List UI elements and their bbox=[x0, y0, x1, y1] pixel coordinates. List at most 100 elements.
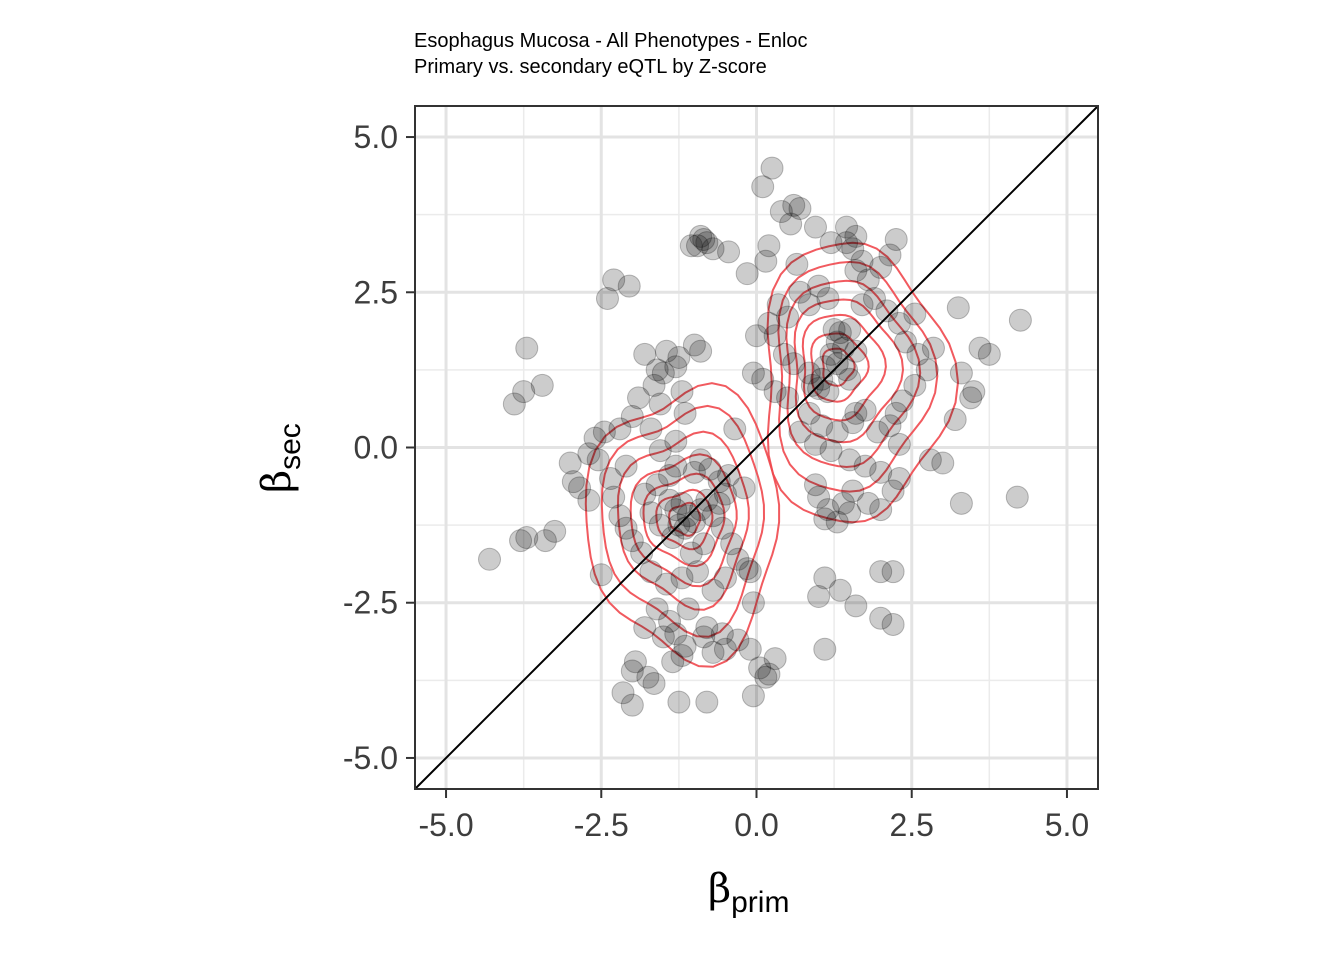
y-tick-label: 5.0 bbox=[354, 119, 398, 155]
data-point bbox=[782, 352, 806, 376]
x-axis-title: βprim bbox=[708, 866, 789, 919]
data-point bbox=[701, 640, 725, 664]
data-point bbox=[866, 420, 890, 444]
density-contour bbox=[616, 430, 750, 611]
data-point bbox=[850, 293, 874, 317]
data-point bbox=[763, 324, 787, 348]
data-point bbox=[813, 637, 837, 661]
data-point bbox=[707, 491, 731, 515]
data-point bbox=[838, 367, 862, 391]
data-point bbox=[701, 504, 725, 528]
data-point bbox=[835, 358, 859, 382]
data-point bbox=[670, 644, 694, 668]
data-point bbox=[617, 274, 641, 298]
data-point bbox=[620, 529, 644, 553]
axes: -5.0 -2.5 0.0 2.5 5.0 -5.0 -2.5 0.0 2.5 5.0 bbox=[343, 119, 1089, 843]
data-point bbox=[819, 231, 843, 255]
data-point bbox=[645, 358, 669, 382]
data-point bbox=[627, 386, 651, 410]
data-point bbox=[844, 259, 868, 283]
data-point bbox=[738, 560, 762, 584]
density-contour bbox=[600, 404, 766, 638]
data-point bbox=[959, 386, 983, 410]
data-point bbox=[903, 302, 927, 326]
data-point bbox=[894, 330, 918, 354]
density-contour bbox=[668, 501, 702, 537]
data-point bbox=[620, 404, 644, 428]
data-point bbox=[682, 333, 706, 357]
data-point bbox=[760, 156, 784, 180]
data-point bbox=[667, 345, 691, 369]
data-point bbox=[931, 451, 955, 475]
data-point bbox=[797, 401, 821, 425]
data-point bbox=[648, 513, 672, 537]
y-axis-title-group: βsec bbox=[254, 423, 307, 493]
data-point bbox=[568, 476, 592, 500]
density-contour bbox=[655, 488, 714, 551]
data-point bbox=[869, 606, 893, 630]
data-point bbox=[515, 526, 539, 550]
data-point bbox=[713, 566, 737, 590]
x-axis-symbol: β bbox=[708, 866, 731, 912]
data-point bbox=[776, 305, 800, 329]
data-point bbox=[835, 215, 859, 239]
data-point bbox=[502, 392, 526, 416]
data-point bbox=[819, 439, 843, 463]
data-point bbox=[561, 470, 585, 494]
density-contour bbox=[584, 382, 781, 668]
data-point bbox=[608, 417, 632, 441]
y-tick-label: 0.0 bbox=[354, 430, 398, 466]
data-point bbox=[856, 491, 880, 515]
data-point bbox=[828, 321, 852, 345]
data-point bbox=[822, 318, 846, 342]
data-point bbox=[841, 411, 865, 435]
data-point bbox=[785, 252, 809, 276]
data-point bbox=[670, 380, 694, 404]
data-point bbox=[807, 377, 831, 401]
data-point bbox=[807, 585, 831, 609]
data-point bbox=[654, 572, 678, 596]
density-contour bbox=[766, 241, 960, 524]
data-point bbox=[943, 408, 967, 432]
data-point bbox=[838, 318, 862, 342]
data-point bbox=[825, 330, 849, 354]
data-point bbox=[692, 625, 716, 649]
data-point bbox=[586, 448, 610, 472]
y-axis-subscript: sec bbox=[274, 423, 307, 470]
data-point bbox=[856, 268, 880, 292]
data-point bbox=[620, 659, 644, 683]
data-point bbox=[869, 498, 893, 522]
data-point bbox=[512, 380, 536, 404]
data-point bbox=[962, 380, 986, 404]
data-point bbox=[788, 196, 812, 220]
data-point bbox=[881, 560, 905, 584]
data-point bbox=[686, 234, 710, 258]
data-point bbox=[816, 498, 840, 522]
data-point bbox=[679, 234, 703, 258]
data-point bbox=[608, 504, 632, 528]
data-point bbox=[673, 401, 697, 425]
data-point bbox=[689, 448, 713, 472]
data-point bbox=[853, 398, 877, 422]
data-point bbox=[664, 429, 688, 453]
data-point bbox=[887, 311, 911, 335]
data-point bbox=[751, 175, 775, 199]
data-point bbox=[642, 373, 666, 397]
density-contour bbox=[793, 298, 905, 444]
data-point bbox=[633, 342, 657, 366]
data-point bbox=[654, 339, 678, 363]
data-point bbox=[841, 479, 865, 503]
x-tick-label: -5.0 bbox=[418, 807, 473, 843]
data-point bbox=[478, 547, 502, 571]
data-point bbox=[850, 249, 874, 273]
density-contour bbox=[821, 347, 856, 387]
data-point bbox=[633, 616, 657, 640]
data-point bbox=[800, 373, 824, 397]
data-point bbox=[583, 426, 607, 450]
chart-subtitle: Primary vs. secondary eQTL by Z-score bbox=[414, 56, 767, 78]
data-point bbox=[757, 234, 781, 258]
data-point bbox=[838, 448, 862, 472]
data-point bbox=[816, 380, 840, 404]
data-point bbox=[825, 510, 849, 534]
y-tick-label: 2.5 bbox=[354, 274, 398, 310]
